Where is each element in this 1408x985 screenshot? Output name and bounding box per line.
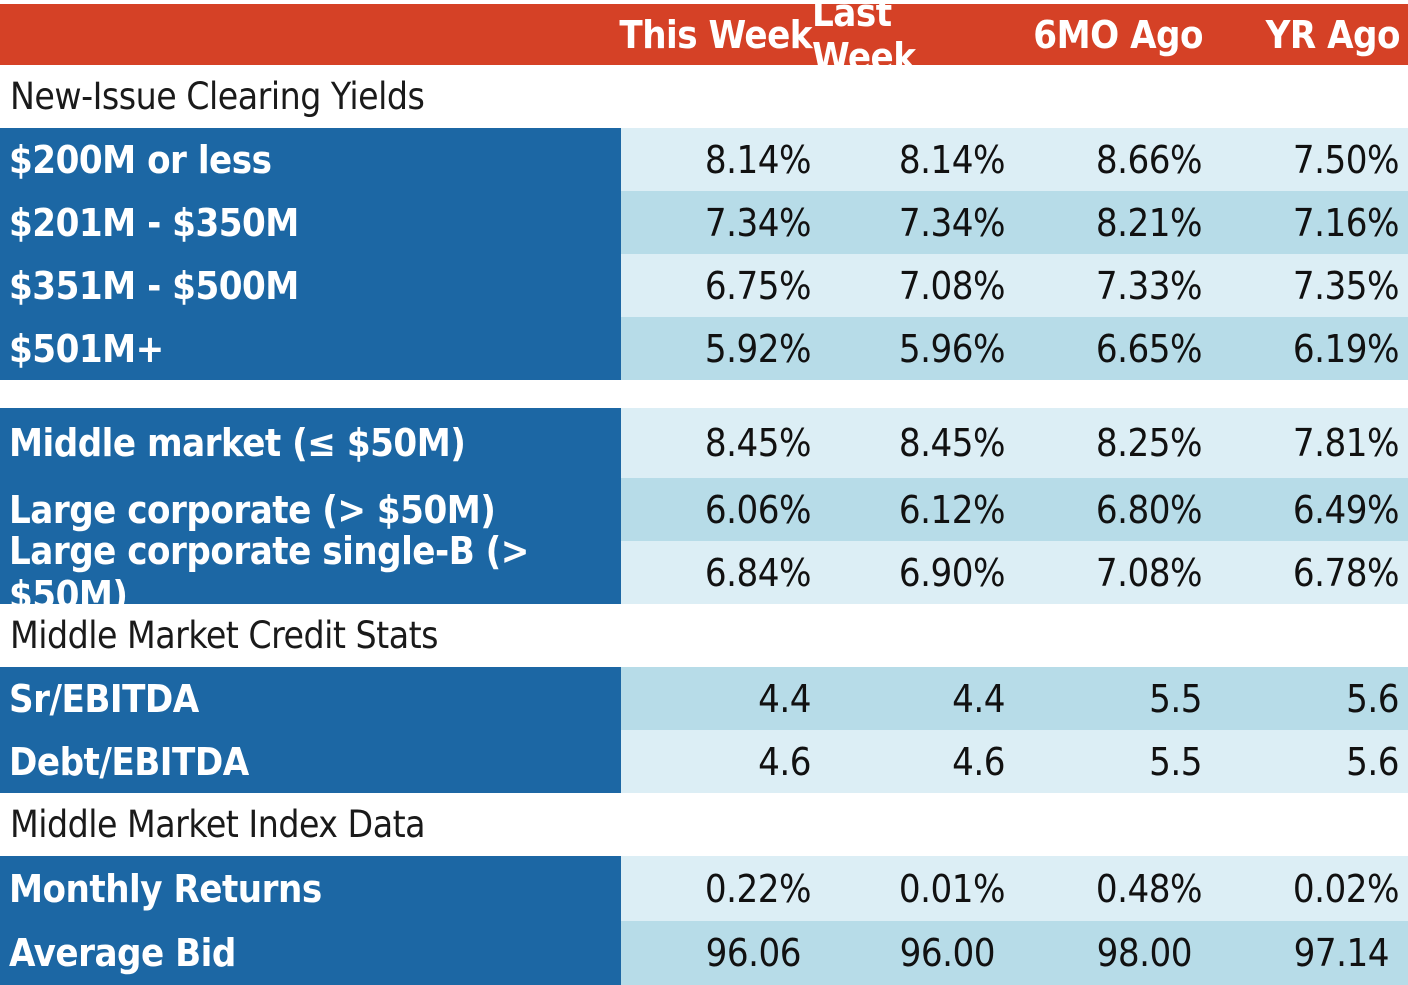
- table-row: Large corporate (> $50M) 6.06% 6.12% 6.8…: [0, 478, 1408, 541]
- spacer-row: [0, 380, 1408, 408]
- table-row: Large corporate single-B (> $50M) 6.84% …: [0, 529, 1408, 617]
- value-last-week: 8.45%: [898, 421, 1006, 465]
- value-yr-ago: 0.02%: [1292, 866, 1400, 911]
- row-label: Large corporate single-B (> $50M): [0, 529, 621, 617]
- value-last-week: 4.4: [952, 676, 1005, 721]
- table-row: Sr/EBITDA 4.4 4.4 5.5 5.6: [0, 667, 1408, 730]
- value-this-week: 7.34%: [704, 200, 812, 245]
- value-6mo-ago: 5.5: [1149, 676, 1202, 721]
- row-label: $501M+: [0, 317, 621, 380]
- table-row: $200M or less 8.14% 8.14% 8.66% 7.50%: [0, 128, 1408, 191]
- row-label: Large corporate (> $50M): [0, 478, 621, 541]
- value-this-week: 4.4: [758, 676, 811, 721]
- table-row: $501M+ 5.92% 5.96% 6.65% 6.19%: [0, 317, 1408, 380]
- value-last-week: 0.01%: [898, 866, 1006, 911]
- value-6mo-ago: 5.5: [1149, 739, 1202, 784]
- section-credit-stats: Middle Market Credit Stats: [0, 604, 1408, 667]
- value-this-week: 6.06%: [704, 487, 812, 532]
- value-6mo-ago: 7.33%: [1095, 263, 1203, 308]
- table-row: Average Bid 96.06 96.00 98.00 97.14: [0, 921, 1408, 985]
- col-header-this-week: This Week: [619, 12, 812, 57]
- value-6mo-ago: 0.48%: [1095, 866, 1203, 911]
- section-title: Middle Market Index Data: [10, 803, 426, 846]
- row-label: Middle market (≤ $50M): [0, 408, 621, 478]
- table-row: $351M - $500M 6.75% 7.08% 7.33% 7.35%: [0, 254, 1408, 317]
- row-label: $200M or less: [0, 128, 621, 191]
- col-header-6mo-ago: 6MO Ago: [1033, 12, 1203, 57]
- value-6mo-ago: 8.21%: [1095, 200, 1203, 245]
- row-label: Debt/EBITDA: [0, 730, 621, 793]
- value-last-week: 6.90%: [898, 550, 1006, 595]
- value-this-week: 6.84%: [704, 550, 812, 595]
- value-yr-ago: 6.49%: [1292, 487, 1400, 532]
- section-new-issue: New-Issue Clearing Yields: [0, 65, 1408, 128]
- value-last-week: 96.00: [899, 931, 996, 975]
- value-6mo-ago: 8.66%: [1095, 137, 1203, 182]
- value-6mo-ago: 8.25%: [1095, 421, 1203, 465]
- row-label: $201M - $350M: [0, 191, 621, 254]
- value-yr-ago: 6.78%: [1292, 550, 1400, 595]
- value-yr-ago: 97.14: [1293, 931, 1390, 975]
- value-last-week: 7.08%: [898, 263, 1006, 308]
- section-title: Middle Market Credit Stats: [10, 614, 438, 657]
- row-label: $351M - $500M: [0, 254, 621, 317]
- value-yr-ago: 7.81%: [1292, 421, 1400, 465]
- value-yr-ago: 5.6: [1346, 676, 1399, 721]
- value-last-week: 6.12%: [898, 487, 1006, 532]
- col-header-yr-ago: YR Ago: [1265, 12, 1401, 57]
- section-title: New-Issue Clearing Yields: [10, 75, 425, 118]
- value-yr-ago: 5.6: [1346, 739, 1399, 784]
- value-this-week: 5.92%: [704, 326, 812, 371]
- value-yr-ago: 7.16%: [1292, 200, 1400, 245]
- value-last-week: 7.34%: [898, 200, 1006, 245]
- value-last-week: 4.6: [952, 739, 1005, 784]
- value-this-week: 4.6: [758, 739, 811, 784]
- col-header-last-week: Last Week: [812, 0, 916, 79]
- value-this-week: 96.06: [705, 931, 802, 975]
- table-row: $201M - $350M 7.34% 7.34% 8.21% 7.16%: [0, 191, 1408, 254]
- value-last-week: 8.14%: [898, 137, 1006, 182]
- value-6mo-ago: 98.00: [1096, 931, 1193, 975]
- value-yr-ago: 6.19%: [1292, 326, 1400, 371]
- value-yr-ago: 7.35%: [1292, 263, 1400, 308]
- value-this-week: 8.45%: [704, 421, 812, 465]
- table-row: Monthly Returns 0.22% 0.01% 0.48% 0.02%: [0, 856, 1408, 921]
- row-label: Average Bid: [0, 921, 621, 985]
- value-this-week: 6.75%: [704, 263, 812, 308]
- header-row: This Week Last Week 6MO Ago YR Ago: [0, 0, 1408, 79]
- value-6mo-ago: 6.80%: [1095, 487, 1203, 532]
- row-label: Sr/EBITDA: [0, 667, 621, 730]
- value-this-week: 8.14%: [704, 137, 812, 182]
- table-row: Middle market (≤ $50M) 8.45% 8.45% 8.25%…: [0, 408, 1408, 478]
- value-6mo-ago: 7.08%: [1095, 550, 1203, 595]
- section-index-data: Middle Market Index Data: [0, 793, 1408, 856]
- table-row: Debt/EBITDA 4.6 4.6 5.5 5.6: [0, 730, 1408, 793]
- value-this-week: 0.22%: [704, 866, 812, 911]
- value-yr-ago: 7.50%: [1292, 137, 1400, 182]
- value-last-week: 5.96%: [898, 326, 1006, 371]
- row-label: Monthly Returns: [0, 856, 621, 921]
- value-6mo-ago: 6.65%: [1095, 326, 1203, 371]
